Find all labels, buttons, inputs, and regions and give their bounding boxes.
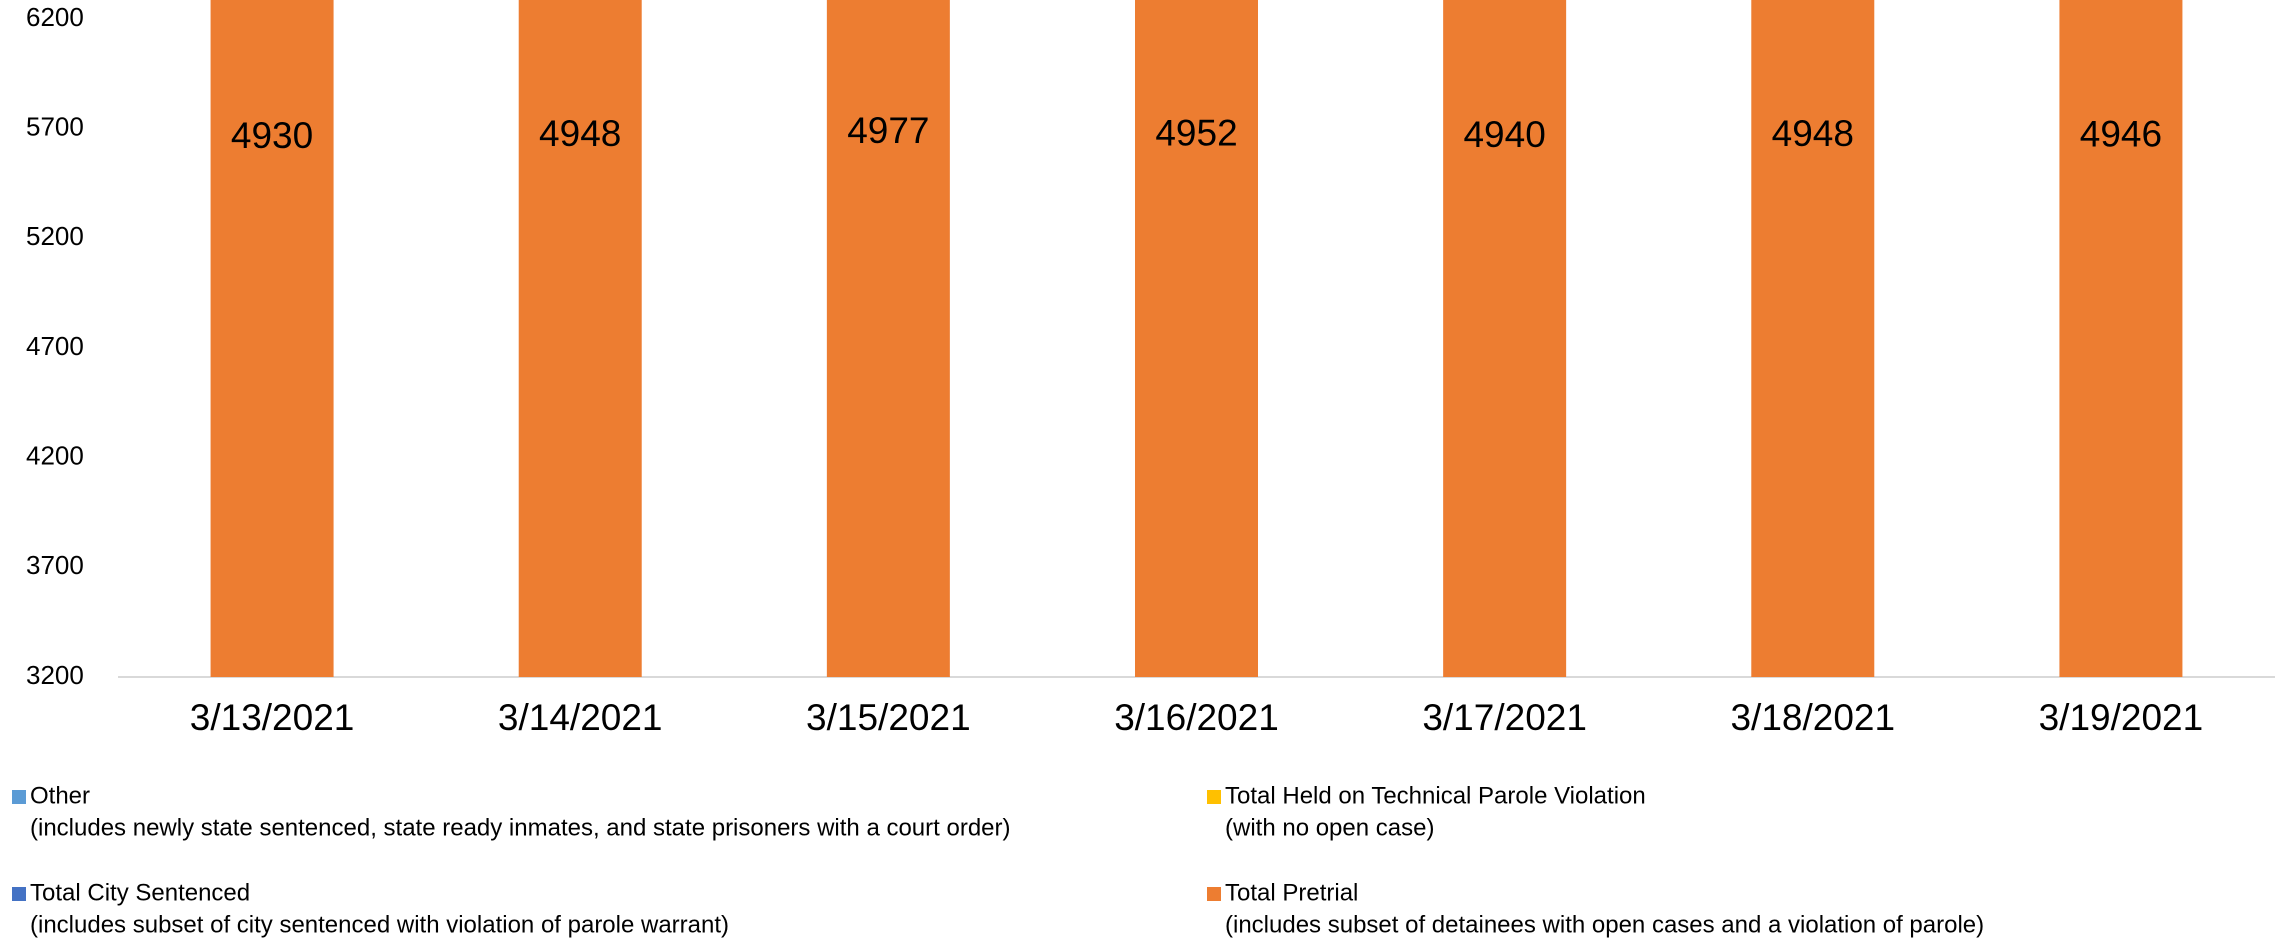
bar-segment [210, 0, 334, 678]
data-label: 4930 [231, 115, 313, 156]
legend-note: (includes newly state sentenced, state r… [30, 814, 1011, 841]
y-tick-label: 5700 [26, 112, 84, 142]
bar-segment [2059, 0, 2183, 677]
bar-segment [826, 0, 950, 677]
data-label: 4977 [847, 110, 929, 151]
data-label: 4940 [1463, 114, 1545, 155]
legend-note: (includes subset of city sentenced with … [30, 911, 729, 938]
legend-label: Total Pretrial [1225, 879, 1358, 906]
data-label: 4948 [539, 113, 621, 154]
data-label: 4948 [1772, 113, 1854, 154]
legend-swatch [12, 790, 26, 804]
bar-segment [1751, 0, 1875, 678]
y-tick-label: 3200 [26, 660, 84, 690]
data-label: 4952 [1155, 113, 1237, 154]
bar-segment [1443, 0, 1567, 678]
bar-segment [1135, 0, 1258, 677]
x-tick-label: 3/13/2021 [190, 697, 355, 738]
legend-label: Total City Sentenced [30, 879, 250, 906]
x-tick-label: 3/17/2021 [1422, 697, 1587, 738]
legend-note: (includes subset of detainees with open … [1225, 911, 1984, 938]
legend-swatch [1207, 790, 1221, 804]
data-label: 4946 [2080, 113, 2162, 154]
x-tick-label: 3/18/2021 [1730, 697, 1895, 738]
x-tick-label: 3/14/2021 [498, 697, 663, 738]
y-tick-label: 4700 [26, 331, 84, 361]
x-tick-label: 3/15/2021 [806, 697, 971, 738]
y-tick-label: 4200 [26, 441, 84, 471]
legend-label: Other [30, 782, 90, 809]
x-tick-label: 3/16/2021 [1114, 697, 1279, 738]
legend-swatch [1207, 887, 1221, 901]
y-tick-label: 5200 [26, 221, 84, 251]
legend-note: (with no open case) [1225, 814, 1434, 841]
y-tick-label: 3700 [26, 550, 84, 580]
legend-swatch [12, 887, 26, 901]
bar-segment [518, 0, 642, 678]
x-tick-label: 3/19/2021 [2039, 697, 2204, 738]
legend-label: Total Held on Technical Parole Violation [1225, 782, 1646, 809]
y-tick-label: 6200 [26, 2, 84, 32]
